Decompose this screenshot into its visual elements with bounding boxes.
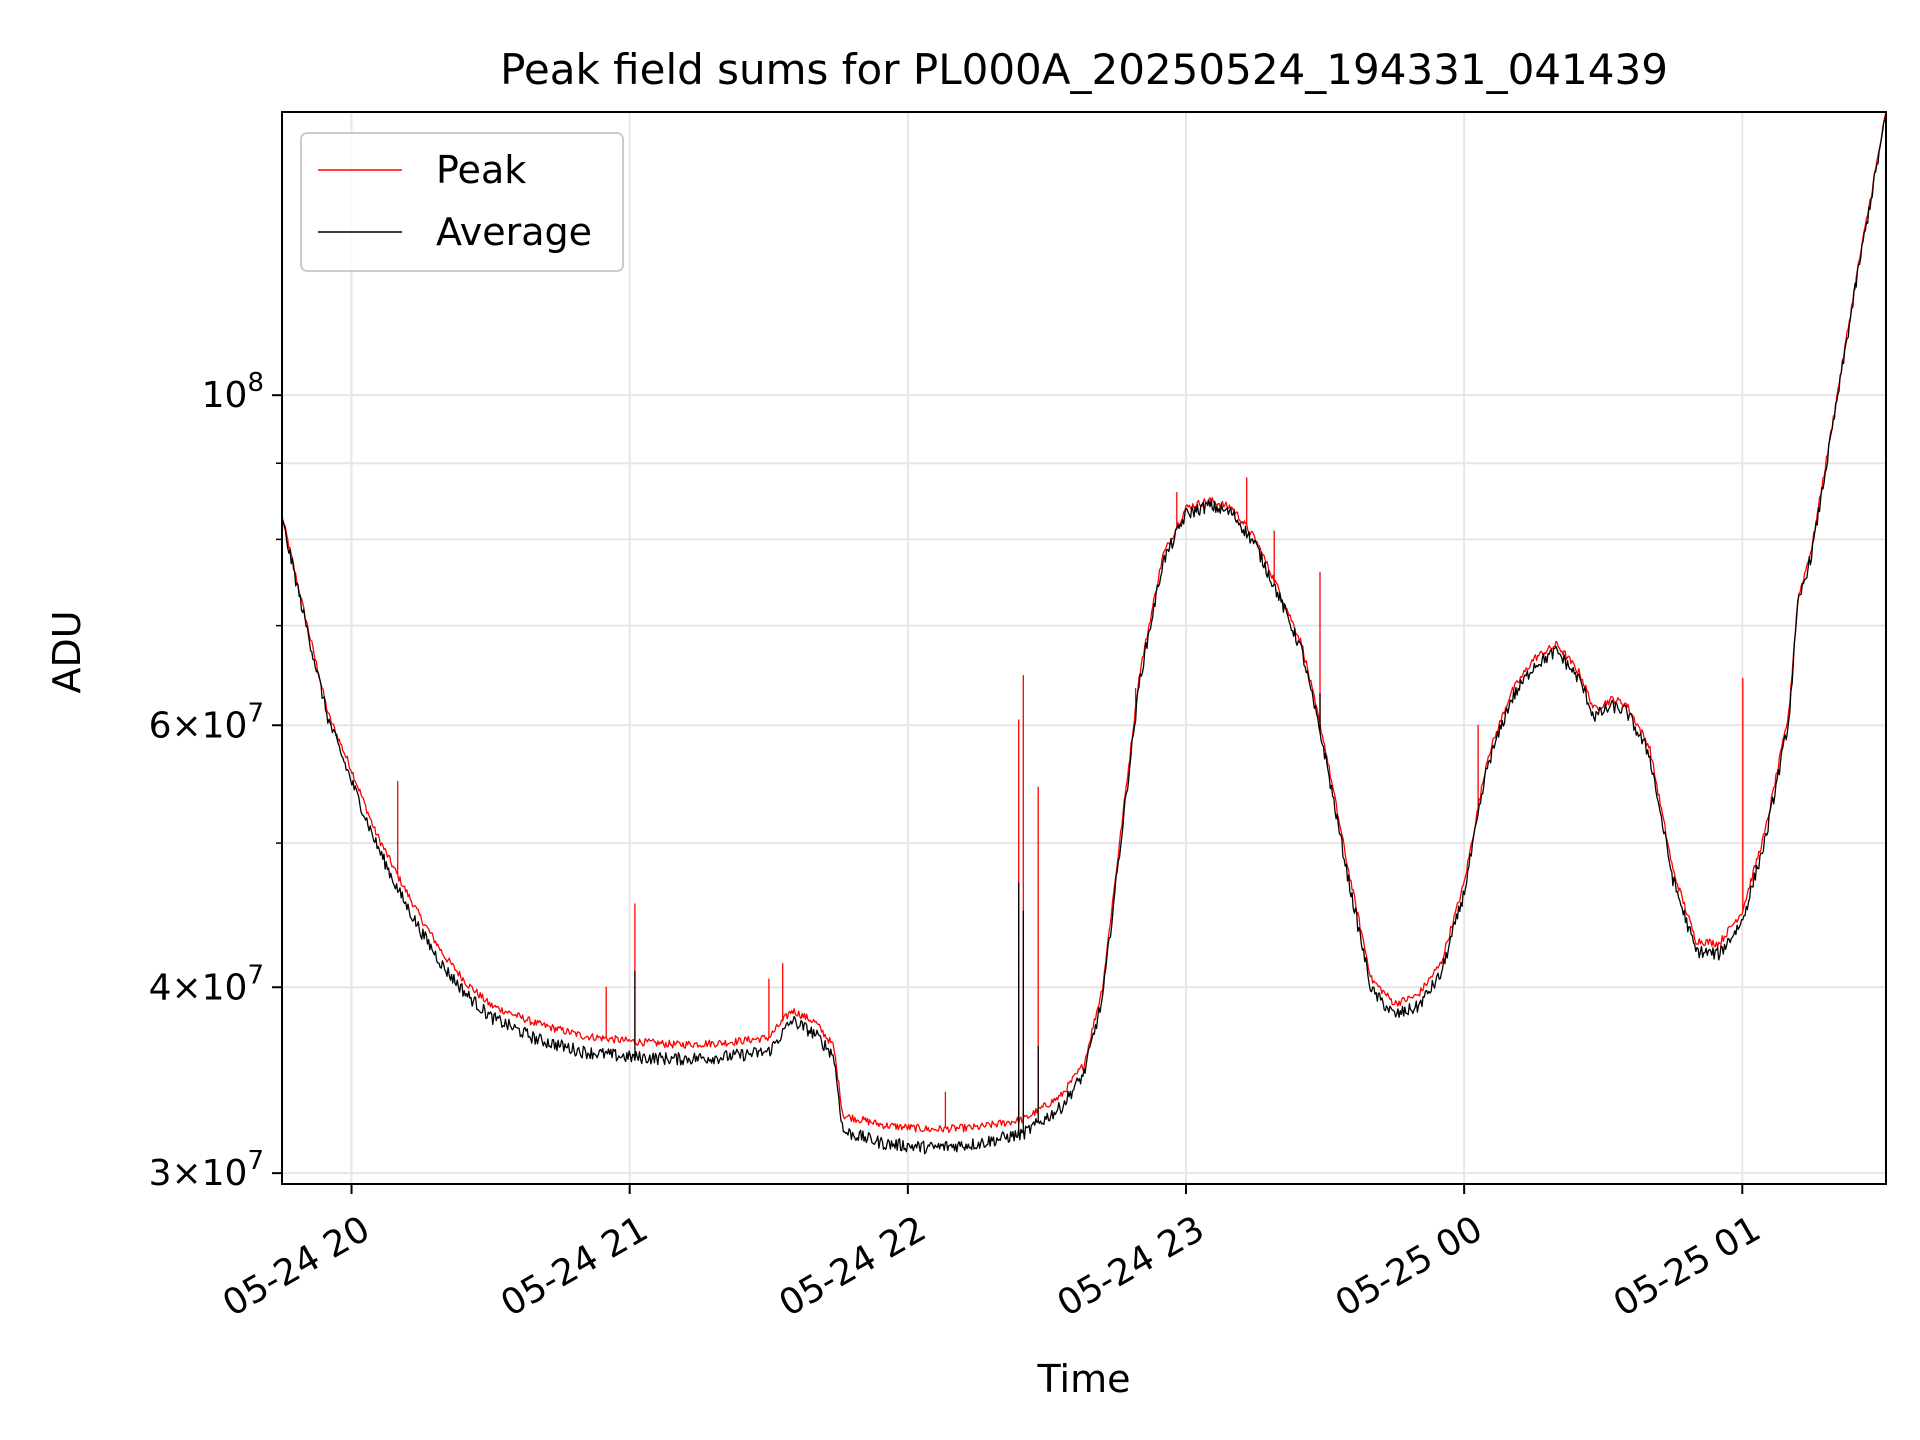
chart-title: Peak field sums for PL000A_20250524_1943…: [500, 45, 1668, 94]
y-tick-label: 3×107: [149, 1146, 264, 1194]
plot-series: [281, 111, 1887, 1155]
x-axis-label: Time: [1037, 1357, 1131, 1401]
grid-lines: [282, 112, 1886, 1184]
legend-box: [300, 132, 624, 272]
legend: Peak Average: [300, 132, 624, 272]
legend-label-average: Average: [436, 210, 592, 254]
plot-frame: [281, 111, 1887, 1185]
legend-label-peak: Peak: [436, 148, 526, 192]
y-axis-label: ADU: [45, 610, 89, 693]
y-tick-label: 108: [202, 368, 264, 416]
series-line-average: [281, 114, 1887, 1155]
y-tick-label: 4×107: [149, 960, 264, 1008]
y-tick-label: 6×107: [149, 698, 264, 746]
